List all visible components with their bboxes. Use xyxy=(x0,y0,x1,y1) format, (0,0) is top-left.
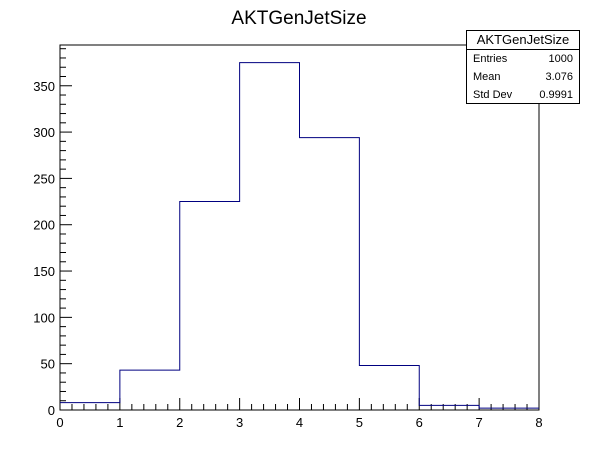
histogram-bin xyxy=(300,138,360,410)
stats-label: Entries xyxy=(473,53,508,65)
histogram-bin xyxy=(60,403,120,410)
y-tick-label: 0 xyxy=(48,403,55,418)
x-tick-label: 8 xyxy=(535,415,542,430)
stats-label: Mean xyxy=(473,71,501,83)
y-tick-labels: 0 50 100 150 200 250 300 350 xyxy=(33,79,55,418)
x-tick-label: 3 xyxy=(236,415,243,430)
stats-row-stddev: Std Dev 0.9991 xyxy=(467,86,579,104)
x-tick-label: 2 xyxy=(176,415,183,430)
histogram-line xyxy=(60,62,539,409)
y-tick-label: 250 xyxy=(33,171,55,186)
y-tick-label: 300 xyxy=(33,125,55,140)
stats-value: 1000 xyxy=(548,53,573,65)
x-tick-label: 1 xyxy=(116,415,123,430)
stats-value: 0.9991 xyxy=(539,89,573,101)
x-tick-label: 0 xyxy=(56,415,63,430)
histogram-bin xyxy=(120,370,180,410)
x-tick-label: 7 xyxy=(476,415,483,430)
stats-row-mean: Mean 3.076 xyxy=(467,68,579,86)
x-tick-labels: 0 1 2 3 4 5 6 7 8 xyxy=(56,415,542,430)
y-tick-label: 150 xyxy=(33,264,55,279)
y-tick-label: 200 xyxy=(33,218,55,233)
y-tick-label: 50 xyxy=(41,357,55,372)
chart-title: AKTGenJetSize xyxy=(231,8,366,29)
y-tick-label: 350 xyxy=(33,79,55,94)
stats-label: Std Dev xyxy=(473,89,513,101)
x-tick-label: 6 xyxy=(416,415,423,430)
stats-value: 3.076 xyxy=(545,71,573,83)
stats-box: AKTGenJetSize Entries 1000 Mean 3.076 St… xyxy=(466,30,580,104)
y-tick-label: 100 xyxy=(33,310,55,325)
stats-title: AKTGenJetSize xyxy=(467,31,579,50)
histogram-bin xyxy=(419,405,479,410)
histogram-bin xyxy=(180,202,240,410)
histogram-bin xyxy=(359,366,419,410)
histogram-bin xyxy=(240,63,300,410)
x-tick-label: 5 xyxy=(356,415,363,430)
stats-row-entries: Entries 1000 xyxy=(467,50,579,68)
x-tick-label: 4 xyxy=(296,415,303,430)
